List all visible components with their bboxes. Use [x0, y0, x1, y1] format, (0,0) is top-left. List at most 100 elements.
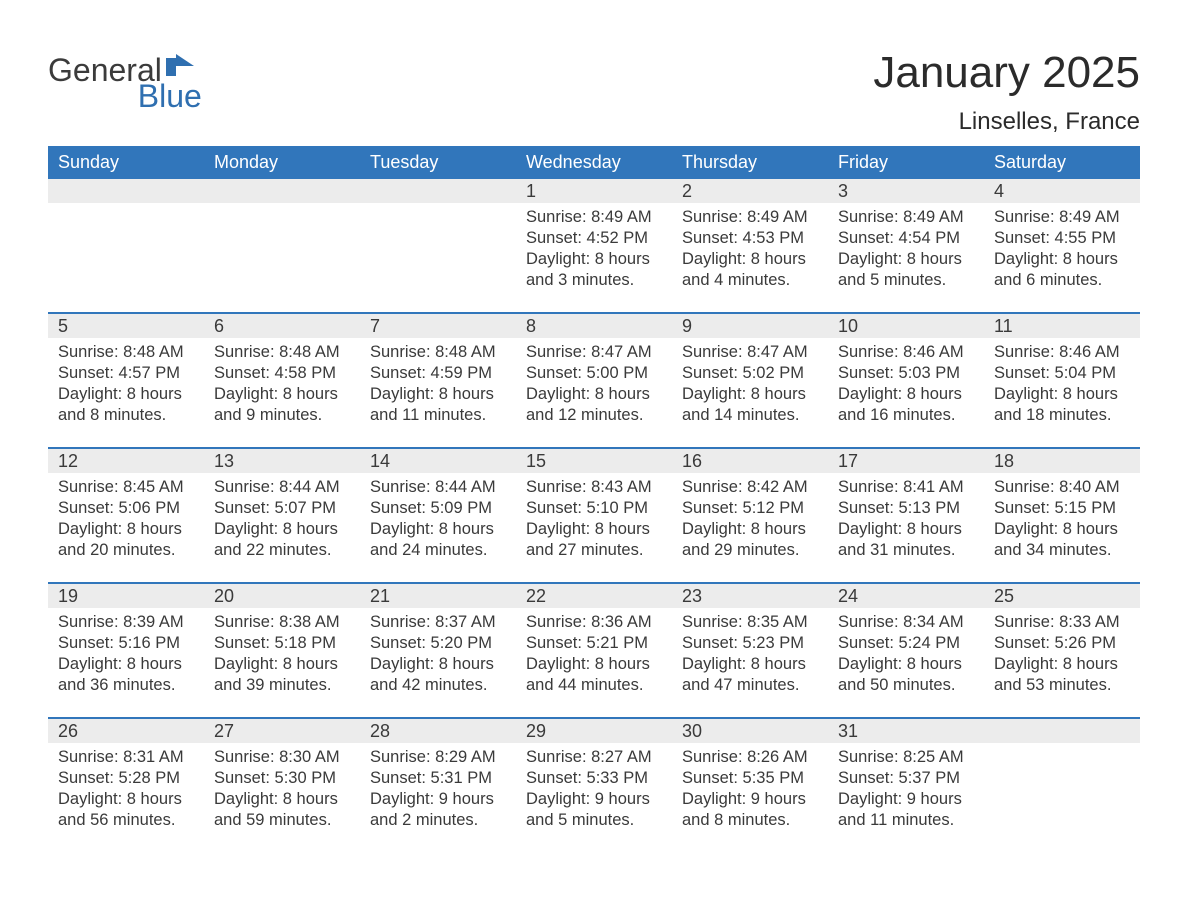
calendar-table: SundayMondayTuesdayWednesdayThursdayFrid… [48, 146, 1140, 853]
daylight-line: Daylight: 8 hours and 14 minutes. [682, 384, 818, 426]
day-number-cell [48, 179, 204, 203]
daylight-line: Daylight: 8 hours and 59 minutes. [214, 789, 350, 831]
sunrise-line: Sunrise: 8:49 AM [682, 207, 818, 228]
daylight-line: Daylight: 8 hours and 27 minutes. [526, 519, 662, 561]
sunset-line: Sunset: 5:31 PM [370, 768, 506, 789]
daylight-line: Daylight: 8 hours and 5 minutes. [838, 249, 974, 291]
day-number-cell: 20 [204, 583, 360, 608]
daylight-line: Daylight: 8 hours and 4 minutes. [682, 249, 818, 291]
daybody-row: Sunrise: 8:49 AM Sunset: 4:52 PM Daylight:… [48, 203, 1140, 313]
day-number-cell: 1 [516, 179, 672, 203]
daylight-line: Daylight: 9 hours and 5 minutes. [526, 789, 662, 831]
day-number-cell: 26 [48, 718, 204, 743]
day-body-cell [360, 203, 516, 313]
day-body-cell: Sunrise: 8:30 AMSunset: 5:30 PMDaylight:… [204, 743, 360, 853]
day-body-cell: Sunrise: 8:49 AMSunset: 4:54 PMDaylight:… [828, 203, 984, 313]
day-number-cell: 30 [672, 718, 828, 743]
sunset-line: Sunset: 5:35 PM [682, 768, 818, 789]
sunrise-line: Sunrise: 8:34 AM [838, 612, 974, 633]
sunrise-line: Sunrise: 8:41 AM [838, 477, 974, 498]
day-body-cell: Sunrise: 8:33 AMSunset: 5:26 PMDaylight:… [984, 608, 1140, 718]
sunrise-line: Sunrise: 8:27 AM [526, 747, 662, 768]
location-subtitle: Linselles, France [873, 108, 1140, 136]
daylight-line: Daylight: 8 hours and 47 minutes. [682, 654, 818, 696]
day-body-cell: Sunrise: 8:44 AMSunset: 5:07 PMDaylight:… [204, 473, 360, 583]
day-number-cell: 28 [360, 718, 516, 743]
sunrise-line: Sunrise: 8:49 AM [838, 207, 974, 228]
sunset-line: Sunset: 5:37 PM [838, 768, 974, 789]
sunset-line: Sunset: 5:23 PM [682, 633, 818, 654]
daylight-line: Daylight: 8 hours and 31 minutes. [838, 519, 974, 561]
sunset-line: Sunset: 5:06 PM [58, 498, 194, 519]
day-header: Tuesday [360, 146, 516, 179]
day-body-cell: Sunrise: 8:46 AMSunset: 5:04 PMDaylight:… [984, 338, 1140, 448]
daylight-line: Daylight: 8 hours and 53 minutes. [994, 654, 1130, 696]
sunrise-line: Sunrise: 8:47 AM [682, 342, 818, 363]
day-number-cell: 14 [360, 448, 516, 473]
daylight-line: Daylight: 8 hours and 20 minutes. [58, 519, 194, 561]
daylight-line: Daylight: 8 hours and 22 minutes. [214, 519, 350, 561]
daylight-line: Daylight: 8 hours and 9 minutes. [214, 384, 350, 426]
day-number-cell: 22 [516, 583, 672, 608]
day-number-cell: 21 [360, 583, 516, 608]
daylight-line: Daylight: 8 hours and 18 minutes. [994, 384, 1130, 426]
sunrise-line: Sunrise: 8:39 AM [58, 612, 194, 633]
daylight-line: Daylight: 8 hours and 16 minutes. [838, 384, 974, 426]
daynum-row: 567891011 [48, 313, 1140, 338]
daylight-line: Daylight: 8 hours and 12 minutes. [526, 384, 662, 426]
sunrise-line: Sunrise: 8:31 AM [58, 747, 194, 768]
day-number-cell: 31 [828, 718, 984, 743]
day-number-cell: 11 [984, 313, 1140, 338]
day-number-cell: 6 [204, 313, 360, 338]
sunset-line: Sunset: 5:13 PM [838, 498, 974, 519]
day-body-cell: Sunrise: 8:49 AMSunset: 4:53 PMDaylight:… [672, 203, 828, 313]
daylight-line: Daylight: 8 hours and 50 minutes. [838, 654, 974, 696]
daylight-line: Daylight: 8 hours and 29 minutes. [682, 519, 818, 561]
day-body-cell [984, 743, 1140, 853]
sunset-line: Sunset: 4:54 PM [838, 228, 974, 249]
day-number-cell: 3 [828, 179, 984, 203]
daynum-row: 262728293031 [48, 718, 1140, 743]
daylight-line: Daylight: 8 hours and 44 minutes. [526, 654, 662, 696]
day-number-cell [204, 179, 360, 203]
sunset-line: Sunset: 5:00 PM [526, 363, 662, 384]
sunset-line: Sunset: 4:59 PM [370, 363, 506, 384]
brand-logo: General Blue [48, 54, 202, 112]
sunrise-line: Sunrise: 8:44 AM [370, 477, 506, 498]
day-body-cell: Sunrise: 8:25 AMSunset: 5:37 PMDaylight:… [828, 743, 984, 853]
day-body-cell: Sunrise: 8:49 AMSunset: 4:52 PMDaylight:… [516, 203, 672, 313]
sunset-line: Sunset: 5:28 PM [58, 768, 194, 789]
daybody-row: Sunrise: 8:39 AMSunset: 5:16 PMDaylight:… [48, 608, 1140, 718]
day-body-cell: Sunrise: 8:27 AMSunset: 5:33 PMDaylight:… [516, 743, 672, 853]
daynum-row: 12131415161718 [48, 448, 1140, 473]
day-body-cell: Sunrise: 8:42 AMSunset: 5:12 PMDaylight:… [672, 473, 828, 583]
day-body-cell: Sunrise: 8:26 AMSunset: 5:35 PMDaylight:… [672, 743, 828, 853]
sunset-line: Sunset: 4:52 PM [526, 228, 662, 249]
daybody-row: Sunrise: 8:48 AMSunset: 4:57 PM Daylight:… [48, 338, 1140, 448]
day-header: Monday [204, 146, 360, 179]
day-number-cell: 10 [828, 313, 984, 338]
day-number-cell: 19 [48, 583, 204, 608]
day-body-cell: Sunrise: 8:36 AMSunset: 5:21 PMDaylight:… [516, 608, 672, 718]
sunset-line: Sunset: 5:26 PM [994, 633, 1130, 654]
day-body-cell: Sunrise: 8:40 AMSunset: 5:15 PMDaylight:… [984, 473, 1140, 583]
page-title: January 2025 [873, 48, 1140, 98]
sunrise-line: Sunrise: 8:48 AM [58, 342, 194, 363]
sunrise-line: Sunrise: 8:44 AM [214, 477, 350, 498]
sunset-line: Sunset: 4:57 PM [58, 363, 194, 384]
sunset-line: Sunset: 5:20 PM [370, 633, 506, 654]
sunrise-line: Sunrise: 8:35 AM [682, 612, 818, 633]
day-body-cell: Sunrise: 8:31 AMSunset: 5:28 PMDaylight:… [48, 743, 204, 853]
day-number-cell: 7 [360, 313, 516, 338]
day-number-cell: 15 [516, 448, 672, 473]
sunset-line: Sunset: 4:58 PM [214, 363, 350, 384]
sunset-line: Sunset: 5:18 PM [214, 633, 350, 654]
sunset-line: Sunset: 5:07 PM [214, 498, 350, 519]
day-body-cell: Sunrise: 8:41 AMSunset: 5:13 PMDaylight:… [828, 473, 984, 583]
daylight-line: Daylight: 8 hours and 34 minutes. [994, 519, 1130, 561]
daylight-line: Daylight: 8 hours and 11 minutes. [370, 384, 506, 426]
daylight-line: Daylight: 9 hours and 11 minutes. [838, 789, 974, 831]
daylight-line: Daylight: 9 hours and 8 minutes. [682, 789, 818, 831]
sunset-line: Sunset: 5:24 PM [838, 633, 974, 654]
day-number-cell: 12 [48, 448, 204, 473]
